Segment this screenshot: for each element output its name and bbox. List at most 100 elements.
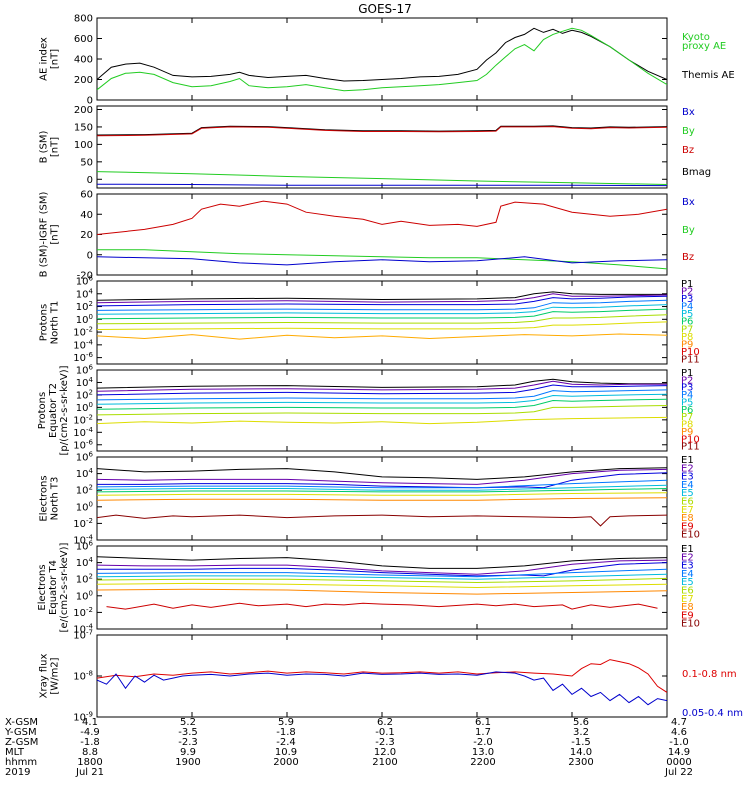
series-line-protons_t2-p6 <box>97 398 667 410</box>
y-axis-label-bsm: [nT] <box>50 137 61 157</box>
y-axis-label-xray: Xray flux <box>39 654 50 699</box>
legend-entry-xray: 0.1-0.8 nm <box>682 669 737 680</box>
y-tick-label-bigrf: 0 <box>87 250 93 261</box>
legend-entry-electrons_t3: E10 <box>681 530 700 541</box>
legend-entry-protons_t1: P9 <box>681 339 693 350</box>
legend-entry-electrons_t4: E6 <box>681 586 694 597</box>
y-axis-label-xray: [W/m2] <box>50 657 61 694</box>
y-tick-label-electrons_t3: 106 <box>76 451 94 464</box>
y-tick-label-bigrf: 40 <box>80 210 93 221</box>
legend-entry-protons_t2: P11 <box>681 442 700 453</box>
footer-value: 2000 <box>273 757 298 768</box>
y-tick-label-ae: 800 <box>74 14 93 25</box>
legend-entry-protons_t2: P6 <box>681 405 693 416</box>
legend-entry-protons_t1: P1 <box>681 279 693 290</box>
footer-value: -3.5 <box>178 727 198 738</box>
footer-value: -2.4 <box>276 737 296 748</box>
series-line-bsm-bmag <box>97 125 667 136</box>
series-line-electrons_t4-e2 <box>97 559 667 575</box>
legend-entry-electrons_t3: E7 <box>681 505 694 516</box>
footer-value: 5.9 <box>278 717 294 728</box>
footer-value: -1.0 <box>669 737 689 748</box>
legend-entry-electrons_t4: E7 <box>681 594 694 605</box>
footer-value: 8.8 <box>82 747 98 758</box>
legend-entry-electrons_t3: E5 <box>681 488 694 499</box>
y-tick-label-protons_t1: 106 <box>76 275 94 288</box>
y-tick-label-protons_t2: 106 <box>76 364 94 377</box>
footer-value: -2.0 <box>473 737 493 748</box>
footer-value: 12.0 <box>374 747 396 758</box>
footer-value: -1.8 <box>276 727 296 738</box>
legend-entry-protons_t2: P2 <box>681 375 693 386</box>
y-axis-label-protons_t2: [p/(cm2-s-sr-keV)] <box>59 365 70 455</box>
legend-entry-electrons_t3: E8 <box>681 513 694 524</box>
footer-value: 5.6 <box>573 717 589 728</box>
legend-entry-bsm: By <box>682 126 695 137</box>
y-axis-label-protons_t1: North T1 <box>50 301 61 345</box>
legend-entry-protons_t2: P4 <box>681 390 693 401</box>
y-tick-label-protons_t1: 10-4 <box>73 338 93 351</box>
footer-value: Jul 21 <box>75 767 104 778</box>
series-line-protons_t1-p4 <box>97 299 667 311</box>
footer-row-label: X-GSM <box>5 717 38 728</box>
legend-entry-protons_t2: P7 <box>681 412 693 423</box>
footer-value: 4.6 <box>671 727 687 738</box>
series-line-protons_t1-p2 <box>97 293 667 304</box>
series-line-electrons_t4-e9 <box>106 602 658 610</box>
legend-entry-protons_t1: P8 <box>681 332 693 343</box>
y-tick-label-bsm: 50 <box>80 157 93 168</box>
series-line-electrons_t4-e8 <box>97 588 667 595</box>
series-line-electrons_t3-e7 <box>97 492 667 496</box>
y-axis-label-protons_t1: Protons <box>39 304 50 341</box>
footer-value: 1800 <box>77 757 102 768</box>
panel-frame-protons_t1 <box>96 280 668 365</box>
y-tick-label-xray: 10-7 <box>73 629 93 642</box>
series-line-bsm-by <box>97 171 667 185</box>
series-line-protons_t1-p8 <box>97 321 667 330</box>
y-tick-label-protons_t2: 104 <box>76 376 94 389</box>
legend-entry-bigrf: Bx <box>682 197 695 208</box>
series-line-protons_t2-p2 <box>97 380 667 392</box>
y-tick-label-protons_t1: 10-2 <box>73 326 93 339</box>
footer-value: 9.9 <box>180 747 196 758</box>
legend-entry-electrons_t3: E3 <box>681 472 694 483</box>
panel-frame-bsm <box>96 105 668 189</box>
y-axis-label-bigrf: B (SM)-IGRF (SM) <box>39 192 50 278</box>
legend-entry-protons_t2: P3 <box>681 383 693 394</box>
footer-value: 14.0 <box>570 747 592 758</box>
series-line-electrons_t3-e2 <box>97 468 667 485</box>
series-line-protons_t2-p7 <box>97 405 667 416</box>
legend-entry-ae: Themis AE <box>681 70 735 81</box>
legend-entry-electrons_t3: E4 <box>681 480 694 491</box>
y-tick-label-electrons_t3: 104 <box>76 467 94 480</box>
footer-value: 10.9 <box>275 747 297 758</box>
legend-entry-protons_t2: P9 <box>681 427 693 438</box>
series-line-electrons_t4-e3 <box>97 562 667 577</box>
legend-entry-protons_t2: P5 <box>681 397 693 408</box>
series-line-bigrf-bz <box>97 200 667 235</box>
y-tick-label-xray: 10-8 <box>73 670 93 683</box>
footer-value: 6.2 <box>377 717 393 728</box>
footer-value: 5.2 <box>180 717 196 728</box>
series-line-xray-0-1-0-8-nm <box>97 659 667 693</box>
legend-entry-electrons_t3: E9 <box>681 521 694 532</box>
footer-value: 4.7 <box>671 717 687 728</box>
y-tick-label-electrons_t3: 100 <box>76 500 93 513</box>
series-line-xray-0-05-0-4-nm <box>97 671 667 706</box>
y-tick-label-bsm: 200 <box>74 105 93 116</box>
chart-title: GOES-17 <box>358 2 412 16</box>
legend-entry-ae: Kyoto <box>682 32 710 43</box>
legend-entry-ae: proxy AE <box>682 41 726 52</box>
legend-entry-electrons_t4: E9 <box>681 610 694 621</box>
y-tick-label-ae: 600 <box>74 34 93 45</box>
series-line-electrons_t4-e4 <box>97 568 667 578</box>
y-tick-label-bsm: 100 <box>74 140 93 151</box>
y-tick-label-ae: 200 <box>74 75 93 86</box>
y-axis-label-ae: AE index <box>39 37 50 81</box>
legend-entry-electrons_t4: E3 <box>681 561 694 572</box>
series-line-protons_t2-p4 <box>97 389 667 401</box>
series-line-electrons_t4-e1 <box>97 556 667 569</box>
legend-entry-protons_t1: P6 <box>681 317 693 328</box>
series-line-protons_t1-p3 <box>97 295 667 307</box>
y-tick-label-bsm: 150 <box>74 122 93 133</box>
